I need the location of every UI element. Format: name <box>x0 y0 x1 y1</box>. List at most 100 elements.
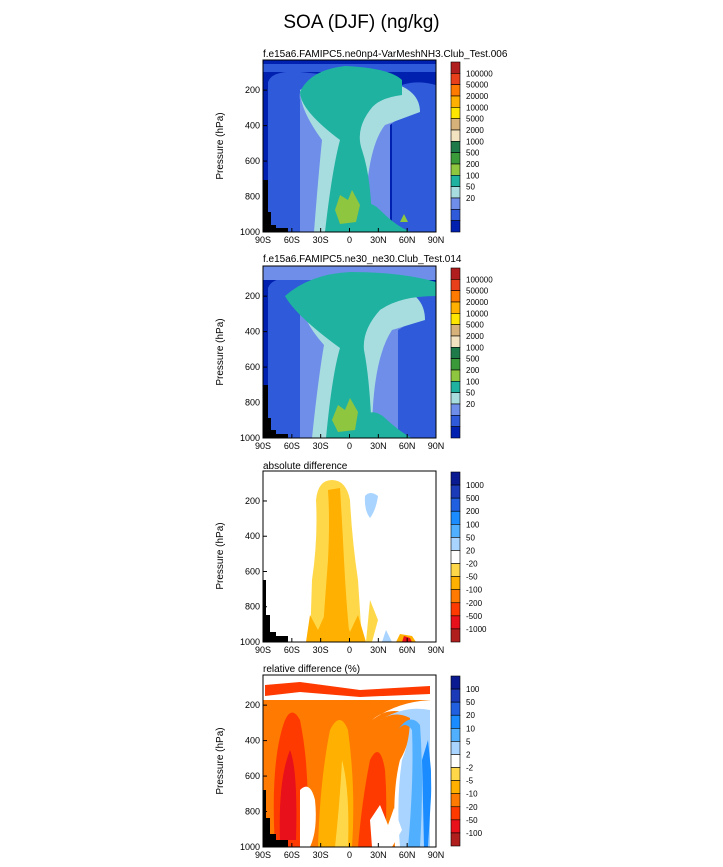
panel-2-ylabel: Pressure (hPa) <box>215 318 226 385</box>
colorbar-label: -50 <box>466 816 478 825</box>
colorbar-label: 50 <box>466 389 475 398</box>
x-tick-label: 90N <box>428 441 445 451</box>
colorbar-label: 10000 <box>466 103 489 112</box>
panel-1-colorbar: 100000 50000 20000 10000 5000 2000 1000 500 200 1… <box>450 61 493 233</box>
colorbar-swatch <box>450 550 461 564</box>
panel-4-colorbar: 100 50 20 10 5 2 -2 -5 -10 -20 -50 -100 <box>450 675 483 847</box>
colorbar-label: 2 <box>466 750 471 759</box>
colorbar-swatch <box>450 484 461 499</box>
colorbar-label: 500 <box>466 149 480 158</box>
colorbar-label: 100 <box>466 377 480 386</box>
x-tick-label: 90N <box>428 645 445 655</box>
panel-3-field <box>263 471 436 642</box>
y-tick-label: 200 <box>245 85 260 95</box>
x-tick-label: 30N <box>370 850 387 860</box>
x-tick-label: 60S <box>284 235 300 245</box>
colorbar-swatch <box>450 152 461 165</box>
colorbar-swatch <box>450 118 461 131</box>
panel-1: f.e15a6.FAMIPC5.ne0np4-VarMeshNH3.Club_T… <box>215 49 508 245</box>
y-tick-label: 200 <box>245 291 260 301</box>
colorbar-swatch <box>450 628 461 643</box>
colorbar-label: 50 <box>466 183 475 192</box>
colorbar-label: -500 <box>466 612 483 621</box>
colorbar-swatch <box>450 95 461 108</box>
colorbar-swatch <box>450 780 461 794</box>
colorbar-label: 5000 <box>466 115 484 124</box>
x-tick-label: 30N <box>370 645 387 655</box>
figure-title: SOA (DJF) (ng/kg) <box>283 12 440 33</box>
panel-2-field <box>263 266 436 438</box>
colorbar-swatch <box>450 688 461 703</box>
colorbar-label: 20 <box>466 546 475 555</box>
colorbar-swatch <box>450 73 461 85</box>
colorbar-swatch <box>450 279 461 291</box>
colorbar-label: 50 <box>466 533 475 542</box>
colorbar-label: 50000 <box>466 287 489 296</box>
colorbar-swatch <box>450 415 461 427</box>
colorbar-label: 1000 <box>466 481 484 490</box>
x-tick-label: 90N <box>428 850 445 860</box>
colorbar-swatch <box>450 209 461 221</box>
y-tick-label: 600 <box>245 156 260 166</box>
colorbar-label: 100 <box>466 685 480 694</box>
colorbar-swatch <box>450 675 461 690</box>
colorbar-swatch <box>450 563 461 577</box>
colorbar-swatch <box>450 163 461 176</box>
colorbar-swatch <box>450 197 461 210</box>
colorbar-label: 10 <box>466 724 475 733</box>
colorbar-swatch <box>450 615 461 630</box>
panel-1-title: f.e15a6.FAMIPC5.ne0np4-VarMeshNH3.Club_T… <box>263 49 508 60</box>
colorbar-swatch <box>450 324 461 337</box>
colorbar-swatch <box>450 335 461 348</box>
colorbar-label: 10000 <box>466 309 489 318</box>
colorbar-swatch <box>450 806 461 821</box>
panel-1-field <box>263 60 436 232</box>
panel-1-ylabel: Pressure (hPa) <box>215 112 226 179</box>
colorbar-swatch <box>450 510 461 525</box>
panel-4: relative difference (%) 90S 60S 30S 0 30N 60N… <box>215 664 483 860</box>
colorbar-label: 100000 <box>466 275 493 284</box>
colorbar-swatch <box>450 369 461 382</box>
colorbar-label: -1000 <box>466 625 487 634</box>
x-tick-label: 30S <box>313 645 329 655</box>
y-tick-label: 800 <box>245 602 260 612</box>
x-tick-label: 30S <box>313 441 329 451</box>
x-tick-label: 90S <box>255 235 271 245</box>
colorbar-swatch <box>450 589 461 604</box>
x-tick-label: 0 <box>347 441 352 451</box>
x-tick-label: 0 <box>347 645 352 655</box>
y-tick-label: 400 <box>245 531 260 541</box>
panel-4-field <box>263 675 436 847</box>
panel-2: f.e15a6.FAMIPC5.ne30_ne30.Club_Test.014 … <box>215 254 493 451</box>
colorbar-swatch <box>450 819 461 834</box>
x-tick-label: 90N <box>428 235 445 245</box>
colorbar-swatch <box>450 381 461 393</box>
x-tick-label: 30S <box>313 850 329 860</box>
colorbar-swatch <box>450 358 461 371</box>
x-tick-label: 0 <box>347 235 352 245</box>
colorbar-swatch <box>450 714 461 729</box>
y-tick-label: 800 <box>245 807 260 817</box>
x-tick-label: 30N <box>370 441 387 451</box>
colorbar-label: 5 <box>466 737 471 746</box>
panel-4-ylabel: Pressure (hPa) <box>215 727 226 794</box>
colorbar-label: 20000 <box>466 298 489 307</box>
y-tick-label: 800 <box>245 398 260 408</box>
colorbar-label: 20 <box>466 400 475 409</box>
colorbar-swatch <box>450 576 461 590</box>
panel-3-colorbar: 1000 500 200 100 50 20 -20 -50 -100 -200 -500 -1000 <box>450 471 487 643</box>
panel-2-title: f.e15a6.FAMIPC5.ne30_ne30.Club_Test.014 <box>263 254 462 265</box>
colorbar-label: 500 <box>466 355 480 364</box>
colorbar-swatch <box>450 84 461 97</box>
colorbar-swatch <box>450 832 461 847</box>
colorbar-label: 2000 <box>466 126 484 135</box>
colorbar-label: 200 <box>466 366 480 375</box>
colorbar-label: 5000 <box>466 321 484 330</box>
colorbar-label: 50000 <box>466 81 489 90</box>
colorbar-swatch <box>450 107 461 119</box>
colorbar-swatch <box>450 301 461 314</box>
x-tick-label: 30N <box>370 235 387 245</box>
colorbar-label: 1000 <box>466 137 484 146</box>
panel-3-title: absolute difference <box>263 461 348 472</box>
